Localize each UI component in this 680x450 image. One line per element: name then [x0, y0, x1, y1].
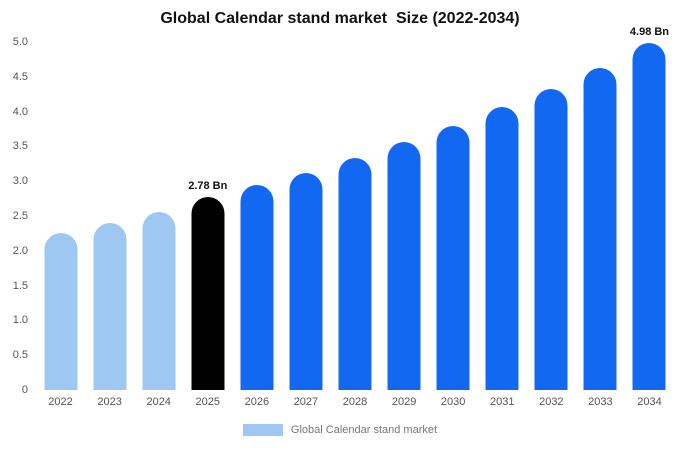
bar-column-2025: 2.78 Bn [183, 42, 232, 390]
bar-column-2031 [478, 42, 527, 390]
x-tick-label: 2029 [391, 396, 417, 408]
y-tick-label: 2.0 [12, 244, 28, 257]
bar-2028 [338, 157, 372, 390]
bar-2022 [44, 232, 78, 390]
x-tick-label: 2026 [244, 396, 270, 408]
bar-2024 [142, 211, 176, 390]
chart-title: Global Calendar stand market Size (2022-… [160, 10, 520, 27]
bar-2033 [583, 68, 617, 390]
x-tick-label: 2022 [48, 396, 73, 408]
bar-column-2033 [576, 42, 625, 390]
y-axis: 0 0.5 1.0 1.5 2.0 2.5 3.0 3.5 4.0 4.5 5.0 [0, 36, 30, 396]
bar-2026 [240, 185, 274, 390]
x-tick-label: 2028 [342, 396, 368, 408]
y-tick-label: 4.5 [12, 70, 28, 83]
bar-value-label: 2.78 Bn [188, 179, 228, 192]
x-tick-label: 2024 [146, 396, 171, 408]
y-tick-label: 0.5 [12, 349, 28, 362]
bar-2030 [436, 126, 470, 390]
bar-2031 [485, 107, 519, 390]
x-tick-label: 2033 [588, 396, 613, 408]
x-tick-label: 2034 [637, 396, 662, 408]
bar-2025 [191, 196, 225, 390]
bar-column-2028 [330, 42, 379, 390]
plot-area: 2.78 Bn 4.98 Bn [36, 26, 674, 390]
x-tick-label: 2030 [440, 396, 466, 408]
x-axis: 2022 2023 2024 2025 2026 2027 2028 2029 2030 2031… [36, 396, 674, 408]
bar-column-2023 [85, 42, 134, 390]
y-tick-label: 3.0 [12, 175, 28, 188]
y-tick-label: 0 [21, 384, 28, 396]
x-tick-label: 2032 [539, 396, 564, 408]
x-tick-label: 2025 [195, 396, 221, 408]
legend-swatch [242, 424, 283, 436]
x-tick-label: 2023 [97, 396, 122, 408]
y-tick-label: 1.5 [12, 279, 28, 292]
legend-label: Global Calendar stand market [290, 424, 438, 436]
bar-2027 [289, 172, 323, 390]
bar-column-2030 [429, 42, 478, 390]
bar-column-2022 [36, 42, 85, 390]
x-tick-label: 2027 [293, 396, 319, 408]
bar-2034 [632, 43, 666, 390]
bar-2032 [534, 88, 568, 390]
y-tick-label: 2.5 [12, 210, 28, 222]
x-tick-label: 2031 [490, 396, 515, 408]
bar-2023 [93, 222, 127, 390]
y-tick-label: 1.0 [12, 314, 28, 327]
y-tick-label: 4.0 [12, 105, 28, 118]
legend: Global Calendar stand market [0, 424, 680, 436]
bar-value-label: 4.98 Bn [629, 26, 670, 39]
y-tick-label: 5.0 [12, 36, 28, 48]
bar-column-2024 [134, 42, 183, 390]
y-tick-label: 3.5 [12, 140, 28, 153]
bar-column-2029 [380, 42, 429, 390]
bar-2029 [387, 142, 421, 390]
bar-column-2032 [527, 42, 576, 390]
bar-column-2034: 4.98 Bn [625, 26, 674, 390]
bar-column-2027 [281, 42, 330, 390]
bar-column-2026 [232, 42, 281, 390]
